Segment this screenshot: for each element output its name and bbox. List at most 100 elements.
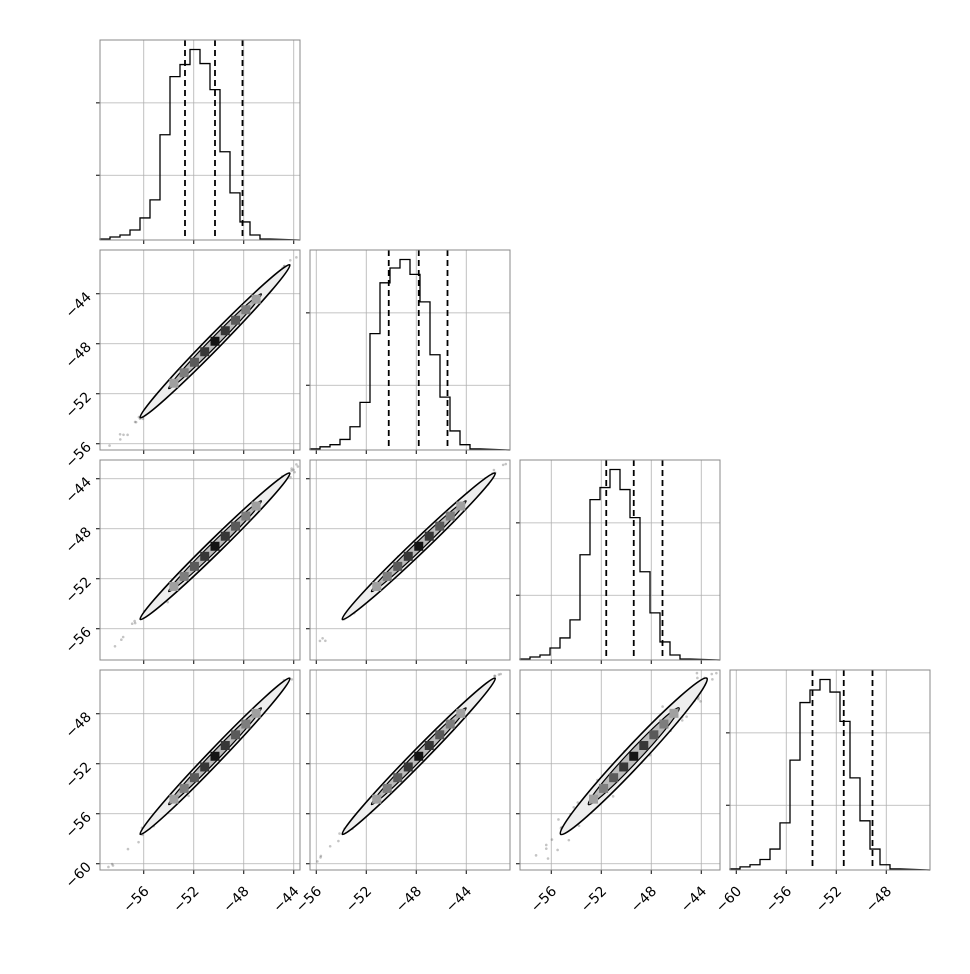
- scatter-sample: [661, 705, 664, 708]
- density-cell: [403, 762, 413, 772]
- scatter-sample: [611, 795, 615, 798]
- ytick-label: −48: [63, 709, 95, 741]
- ytick-label: −52: [63, 389, 95, 421]
- panel-frame: [309, 249, 511, 451]
- scatter-sample: [321, 637, 324, 640]
- scatter-sample: [319, 854, 323, 858]
- xtick-label: −48: [393, 884, 425, 916]
- density-cell: [609, 773, 619, 783]
- scatter-sample: [557, 818, 560, 821]
- xtick-label: −60: [713, 884, 745, 916]
- scatter-sample: [556, 848, 559, 852]
- density-cell: [589, 794, 599, 804]
- density-cell: [200, 762, 210, 772]
- density-cell: [445, 719, 455, 729]
- panel-1-1: [306, 249, 511, 454]
- density-cell: [231, 730, 241, 740]
- xtick-label: −52: [578, 884, 610, 916]
- panel-3-1: −56 −52 −48 −44: [293, 669, 511, 916]
- xtick-label: −52: [343, 884, 375, 916]
- scatter-sample: [497, 673, 501, 676]
- scatter-sample: [696, 676, 699, 680]
- density-cell: [414, 751, 424, 761]
- ytick-label: −60: [63, 859, 95, 891]
- scatter-sample: [111, 864, 115, 867]
- density-cell: [169, 581, 179, 591]
- density-cell: [169, 794, 179, 804]
- density-cell: [629, 751, 639, 761]
- scatter-sample: [546, 857, 550, 860]
- density-cell: [231, 315, 241, 325]
- density-cell: [414, 541, 424, 551]
- scatter-sample: [293, 470, 296, 474]
- density-cell: [189, 561, 199, 571]
- scatter-sample: [328, 844, 332, 848]
- xtick-label: −48: [220, 884, 252, 916]
- scatter-sample: [715, 671, 718, 675]
- xtick-label: −56: [293, 883, 325, 915]
- density-cell: [210, 751, 220, 761]
- ytick-label: −52: [63, 759, 95, 791]
- density-cell: [220, 741, 230, 751]
- histogram-step: [519, 468, 721, 661]
- scatter-sample: [122, 433, 125, 437]
- density-cell: [393, 561, 403, 571]
- scatter-sample: [504, 462, 508, 466]
- panel-frame: [99, 459, 301, 661]
- density-cell: [639, 741, 649, 751]
- scatter-sample: [126, 847, 130, 851]
- panel-frame: [99, 669, 301, 871]
- scatter-sample: [685, 715, 688, 718]
- xtick-label: −52: [813, 884, 845, 916]
- density-cell: [445, 511, 455, 521]
- density-cell: [456, 501, 466, 511]
- scatter-sample: [337, 839, 340, 843]
- scatter-sample: [316, 860, 319, 863]
- density-cell: [599, 783, 609, 793]
- scatter-sample: [550, 838, 554, 841]
- ytick-label: −52: [63, 574, 95, 606]
- density-cell: [169, 378, 179, 388]
- ytick-label: −56: [63, 624, 95, 656]
- histogram-step: [99, 48, 301, 241]
- panel-3-3: −60 −56 −52 −48: [713, 669, 931, 916]
- scatter-sample: [576, 801, 580, 804]
- scatter-sample: [166, 600, 169, 604]
- density-cell: [179, 571, 189, 581]
- scatter-sample: [499, 672, 503, 676]
- density-cell: [403, 551, 413, 561]
- xtick-label: −44: [443, 883, 475, 915]
- scatter-sample: [338, 832, 341, 835]
- density-cell: [393, 773, 403, 783]
- density-cell: [241, 511, 251, 521]
- density-cell: [220, 326, 230, 336]
- xtick-label: −52: [170, 884, 202, 916]
- density-cell: [210, 336, 220, 346]
- xtick-label: −56: [528, 883, 560, 915]
- panel-frame: [99, 39, 301, 241]
- scatter-sample: [501, 463, 505, 467]
- density-cell: [382, 571, 392, 581]
- ytick-label: −48: [63, 524, 95, 556]
- ytick-label: −56: [63, 809, 95, 841]
- panel-2-2: [516, 459, 721, 664]
- scatter-sample: [118, 433, 122, 436]
- panel-2-1: [306, 459, 511, 664]
- density-cell: [435, 521, 445, 531]
- panel-frame: [729, 669, 931, 871]
- histogram-step: [309, 258, 511, 451]
- density-cell: [179, 783, 189, 793]
- scatter-sample: [567, 838, 571, 842]
- density-cell: [189, 357, 199, 367]
- xtick-label: −48: [863, 884, 895, 916]
- scatter-sample: [324, 639, 327, 643]
- panel-frame: [99, 249, 301, 451]
- density-cell: [251, 294, 261, 304]
- xtick-label: −44: [678, 883, 710, 915]
- scatter-sample: [121, 635, 125, 639]
- scatter-sample: [577, 824, 581, 828]
- density-cell: [424, 531, 434, 541]
- xtick-label: −56: [120, 883, 152, 915]
- density-cell: [619, 762, 629, 772]
- scatter-sample: [318, 639, 322, 643]
